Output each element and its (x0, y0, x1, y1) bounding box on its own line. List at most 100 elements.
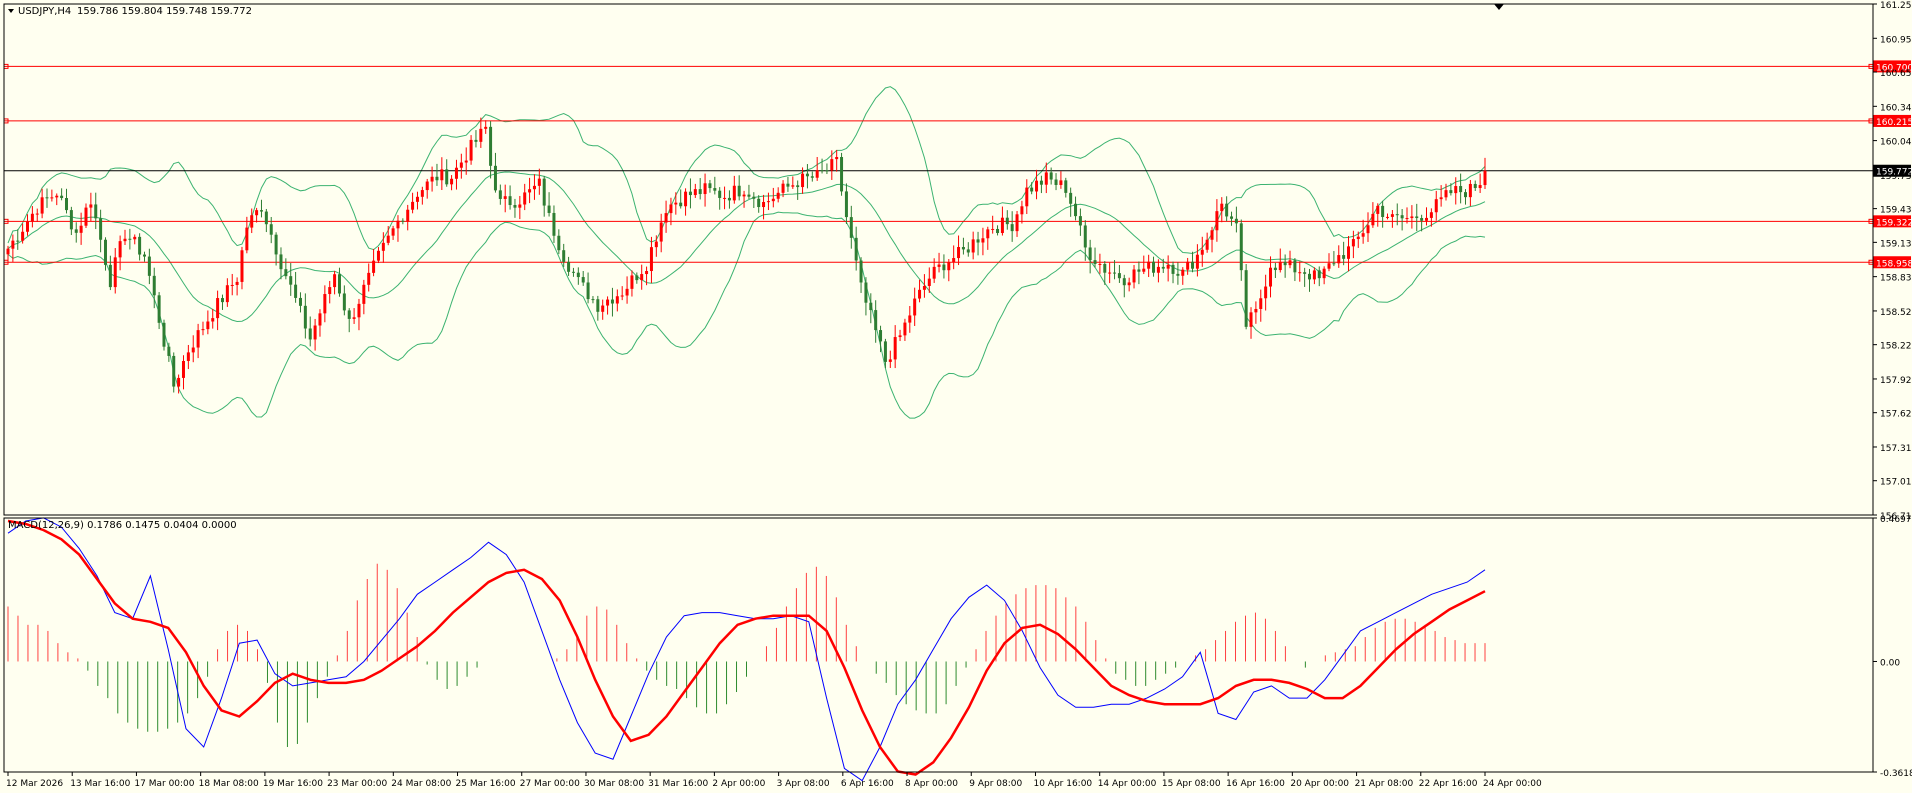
candle-body (1176, 273, 1180, 276)
candle-body (786, 183, 790, 187)
candle-body (147, 256, 151, 276)
candle-body (1312, 270, 1316, 280)
candle (874, 300, 878, 343)
price-tick-label: 157.920 (1880, 376, 1912, 386)
candle (966, 242, 970, 257)
candle-body (981, 238, 985, 243)
candle (99, 209, 103, 253)
candle-body (1332, 263, 1336, 265)
candle (1347, 236, 1351, 272)
level-price-tag (1873, 60, 1911, 73)
candle (1156, 259, 1160, 283)
candle (1059, 171, 1063, 189)
candle-body (562, 250, 566, 262)
candle (284, 258, 288, 280)
candle-body (723, 197, 727, 199)
candle-body (313, 325, 317, 340)
candle (942, 254, 946, 279)
candle (1415, 203, 1419, 232)
candle (562, 243, 566, 267)
shift-marker-icon[interactable] (1494, 4, 1504, 10)
candle-body (532, 185, 536, 190)
candle (479, 117, 483, 148)
candle (947, 259, 951, 282)
candle-body (94, 204, 98, 219)
candle-body (986, 229, 990, 239)
candle-body (1093, 260, 1097, 264)
time-tick-label: 2 Apr 00:00 (712, 779, 765, 789)
candle (713, 176, 717, 195)
candle-body (1137, 269, 1141, 272)
candle-body (815, 170, 819, 178)
candle-body (620, 295, 624, 297)
candle-body (591, 299, 595, 301)
candle-body (1083, 225, 1087, 248)
price-tick-label: 159.735 (1880, 172, 1912, 182)
candle (172, 352, 176, 393)
candle (1386, 213, 1390, 220)
candle-body (1449, 190, 1453, 194)
candle-body (849, 217, 853, 238)
candle-body (1454, 186, 1458, 194)
candle-body (435, 176, 439, 181)
candle (996, 225, 1000, 236)
candle (445, 159, 449, 187)
horizontal-levels[interactable]: 160.700 160.215 159.322 158.958 159.772 (3, 60, 1912, 269)
candle-body (1025, 187, 1029, 207)
candle (888, 350, 892, 368)
candle (196, 323, 200, 359)
candle (571, 267, 575, 277)
candle (723, 186, 727, 210)
candle-body (1317, 270, 1321, 279)
candle-body (89, 204, 93, 208)
candle (1191, 251, 1195, 273)
candle-body (342, 293, 346, 311)
candle (747, 184, 751, 199)
candle (742, 190, 746, 208)
candle-body (479, 128, 483, 142)
candle (201, 321, 205, 336)
candle-body (854, 237, 858, 261)
candle-body (1195, 254, 1199, 269)
chevron-down-icon[interactable] (8, 9, 14, 13)
candle (1132, 265, 1136, 289)
candle (294, 271, 298, 303)
candle (513, 198, 517, 218)
candle (727, 190, 731, 209)
candle (801, 167, 805, 194)
candle (883, 338, 887, 369)
price-tick-label: 157.620 (1880, 410, 1912, 420)
candle-body (727, 197, 731, 201)
candle (669, 197, 673, 226)
candle (128, 228, 132, 250)
candle (191, 335, 195, 363)
candle (1356, 231, 1360, 248)
candle (703, 173, 707, 207)
candle (206, 310, 210, 335)
candle (484, 120, 488, 134)
candle-body (1376, 205, 1380, 214)
time-tick-label: 17 Mar 00:00 (134, 779, 194, 789)
candle-body (659, 222, 663, 242)
candle-body (284, 269, 288, 277)
candle (308, 316, 312, 347)
bollinger-middle-band (7, 171, 1486, 323)
candle (406, 204, 410, 231)
candle-body (1298, 272, 1302, 274)
candle-body (1468, 183, 1472, 198)
candle-body (420, 190, 424, 197)
candle-body (308, 328, 312, 340)
time-tick-label: 16 Apr 16:00 (1226, 779, 1285, 789)
candle-body (1156, 266, 1160, 273)
candle (1400, 209, 1404, 231)
candle (113, 248, 117, 294)
candle-body (966, 249, 970, 253)
candle-body (1478, 185, 1482, 189)
candle (1439, 185, 1443, 207)
candle-body (103, 239, 107, 265)
candle (1254, 301, 1258, 324)
candle-body (825, 170, 829, 172)
candle (1210, 226, 1214, 253)
